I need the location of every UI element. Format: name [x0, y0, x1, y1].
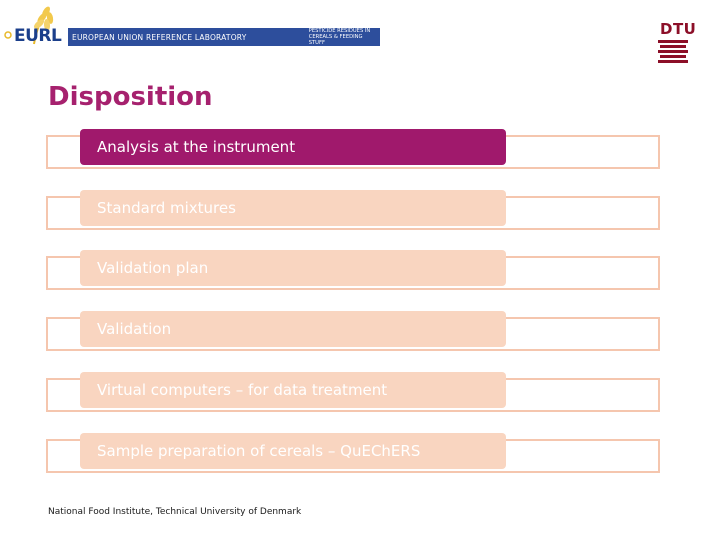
dtu-logo-icon	[658, 40, 688, 63]
page-title: Disposition	[48, 82, 213, 112]
eurl-banner: EUROPEAN UNION REFERENCE LABORATORY PEST…	[68, 28, 380, 46]
list-item: Standard mixtures	[0, 190, 720, 238]
list-item-pill: Validation	[80, 311, 506, 347]
list-item-pill: Standard mixtures	[80, 190, 506, 226]
list-item: Validation	[0, 311, 720, 359]
banner-title: EUROPEAN UNION REFERENCE LABORATORY	[72, 32, 247, 42]
list-item: Analysis at the instrument	[0, 129, 720, 177]
list-item: Virtual computers – for data treatment	[0, 372, 720, 420]
list-item-label: Standard mixtures	[97, 199, 236, 217]
list-item-pill: Sample preparation of cereals – QuEChERS	[80, 433, 506, 469]
list-item-label: Validation	[97, 320, 172, 338]
banner-subtitle: PESTICIDE RESIDUES IN CEREALS & FEEDING …	[303, 28, 380, 46]
list-item: Sample preparation of cereals – QuEChERS	[0, 433, 720, 481]
banner-subtitle-line1: PESTICIDE RESIDUES IN	[308, 28, 371, 34]
list-item-pill-active: Analysis at the instrument	[80, 129, 506, 165]
list-item-pill: Validation plan	[80, 250, 506, 286]
list-item-label: Validation plan	[97, 259, 209, 277]
footer-text: National Food Institute, Technical Unive…	[48, 507, 302, 517]
list-item-pill: Virtual computers – for data treatment	[80, 372, 506, 408]
banner-subtitle-line2: CEREALS & FEEDING STUFF	[308, 34, 363, 46]
list-item-label: Sample preparation of cereals – QuEChERS	[97, 442, 421, 460]
eurl-logo-text: EURL	[14, 26, 62, 46]
eurl-logo-icon	[4, 6, 54, 45]
dtu-logo-text: DTU	[660, 20, 697, 38]
list-item-label: Analysis at the instrument	[97, 138, 296, 156]
list-item-label: Virtual computers – for data treatment	[97, 381, 388, 399]
list-item: Validation plan	[0, 250, 720, 298]
